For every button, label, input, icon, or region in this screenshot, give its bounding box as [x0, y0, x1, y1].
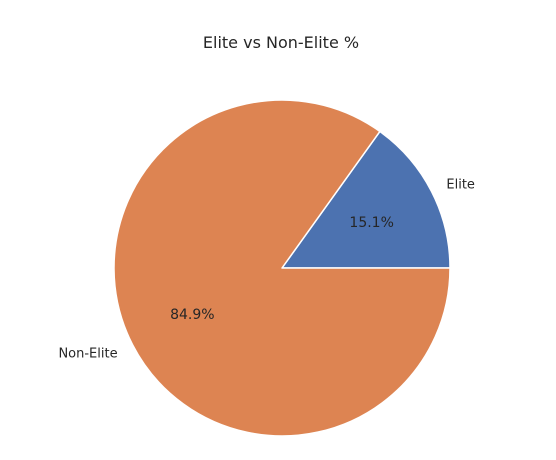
chart-title: Elite vs Non-Elite % — [203, 33, 359, 52]
pie-labels: Elite 15.1% Non-Elite 84.9% — [58, 178, 474, 362]
pie-slices — [113, 99, 451, 437]
pie-slice-non-elite — [113, 99, 451, 437]
pie-slice-elite — [281, 130, 451, 269]
slice-label-non-elite: Non-Elite — [58, 346, 117, 361]
slice-percent-elite: 15.1% — [349, 215, 393, 231]
slice-label-elite: Elite — [446, 178, 475, 193]
slice-percent-non-elite: 84.9% — [170, 307, 214, 323]
